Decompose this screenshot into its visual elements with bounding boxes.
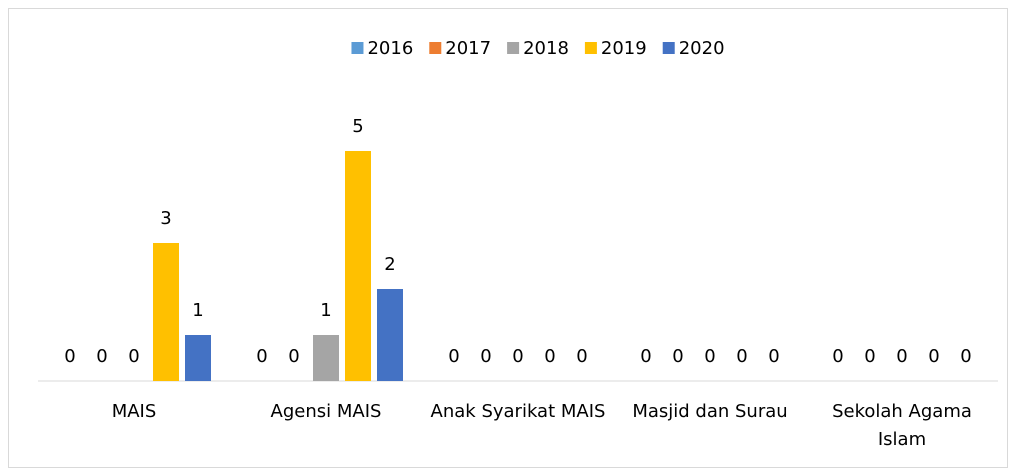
- data-label: 5: [352, 116, 363, 137]
- x-tick-label: MAIS: [111, 401, 157, 422]
- legend-label: 2019: [601, 38, 647, 59]
- legend-label: 2016: [367, 38, 413, 59]
- data-label: 0: [512, 346, 523, 367]
- data-label: 0: [256, 346, 267, 367]
- data-label: 1: [192, 300, 203, 321]
- bar: [185, 335, 211, 381]
- data-label: 0: [768, 346, 779, 367]
- data-label: 0: [448, 346, 459, 367]
- data-label: 0: [928, 346, 939, 367]
- data-label: 0: [896, 346, 907, 367]
- x-tick-label: Masjid dan Surau: [632, 401, 788, 422]
- legend-swatch: [507, 42, 520, 54]
- data-label: 3: [160, 208, 171, 229]
- data-label: 0: [544, 346, 555, 367]
- data-label: 1: [320, 300, 331, 321]
- data-label: 0: [960, 346, 971, 367]
- data-label: 2: [384, 254, 395, 275]
- legend-swatch: [351, 42, 364, 54]
- legend-label: 2018: [523, 38, 569, 59]
- data-label: 0: [480, 346, 491, 367]
- bar: [377, 289, 403, 381]
- legend-label: 2020: [679, 38, 725, 59]
- data-label: 0: [736, 346, 747, 367]
- x-tick-label: Agensi MAIS: [270, 401, 382, 422]
- bar: [345, 151, 371, 381]
- data-label: 0: [864, 346, 875, 367]
- chart-frame: [8, 8, 1008, 468]
- legend-swatch: [662, 42, 675, 54]
- legend-label: 2017: [445, 38, 491, 59]
- bar: [153, 243, 179, 381]
- data-label: 0: [704, 346, 715, 367]
- data-label: 0: [832, 346, 843, 367]
- data-label: 0: [288, 346, 299, 367]
- data-label: 0: [640, 346, 651, 367]
- data-label: 0: [96, 346, 107, 367]
- legend-swatch: [429, 42, 442, 54]
- legend-swatch: [584, 42, 597, 54]
- data-label: 0: [128, 346, 139, 367]
- x-tick-label: Anak Syarikat MAIS: [430, 401, 606, 422]
- data-label: 0: [64, 346, 75, 367]
- data-label: 0: [672, 346, 683, 367]
- data-label: 0: [576, 346, 587, 367]
- bar: [313, 335, 339, 381]
- x-tick-label: Sekolah Agama Islam: [832, 401, 972, 450]
